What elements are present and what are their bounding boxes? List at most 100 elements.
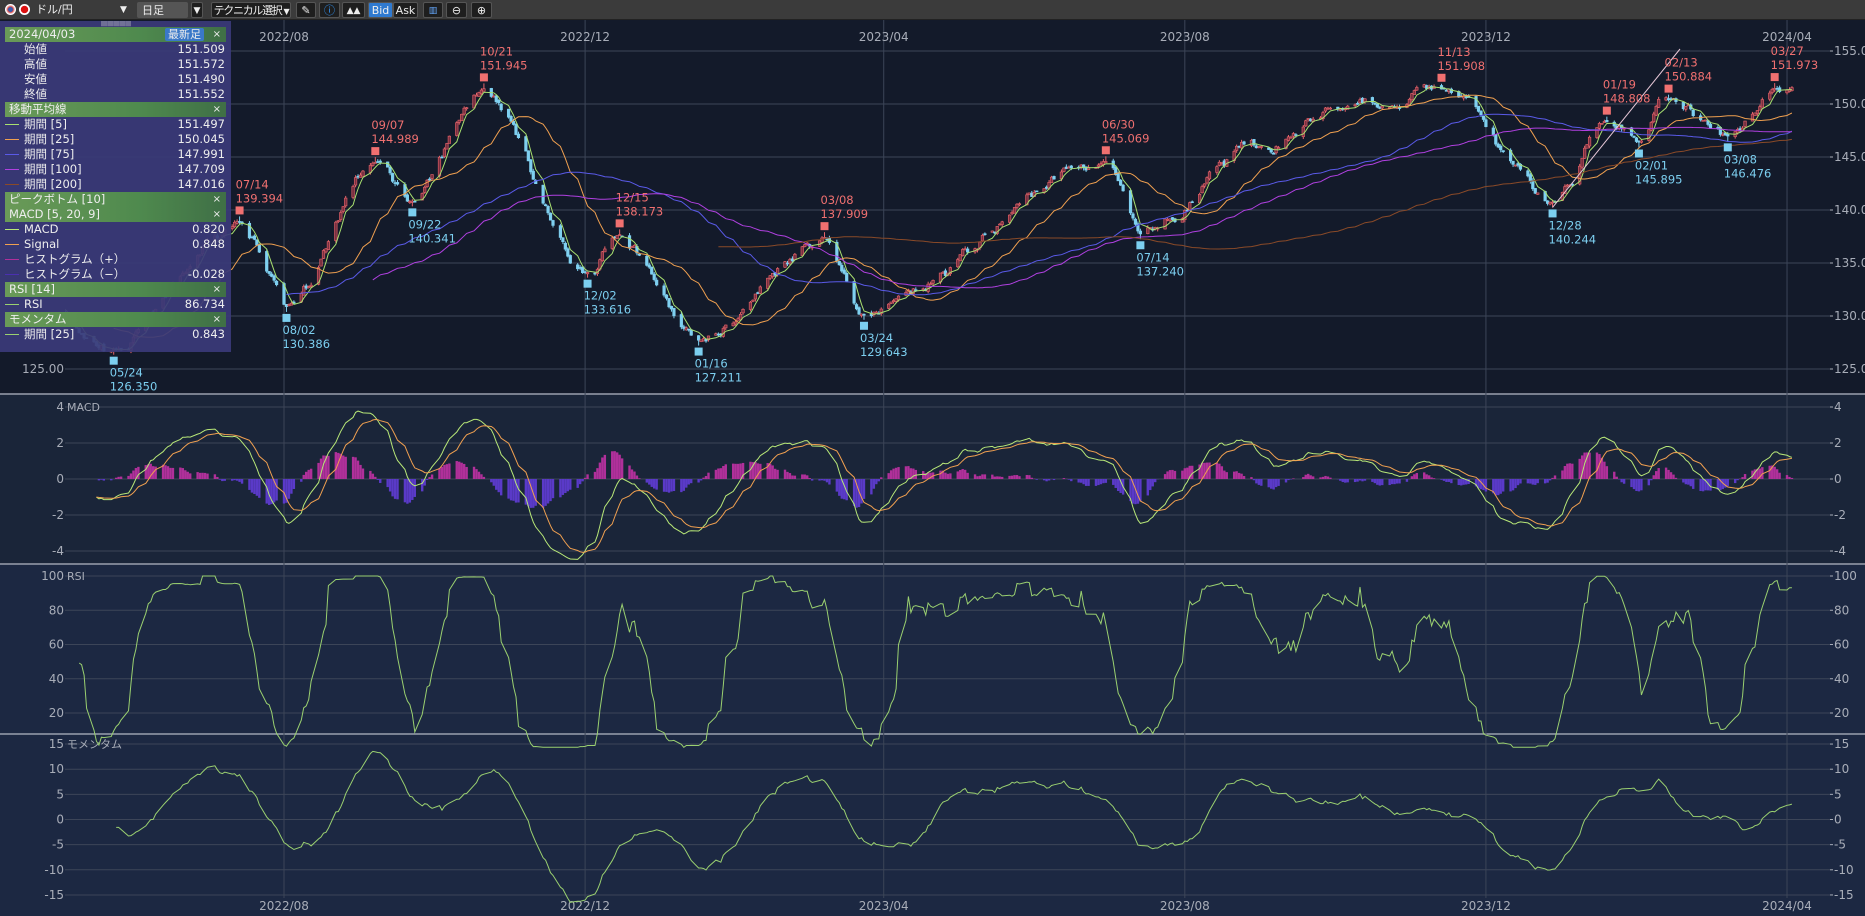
- candle-down: [1355, 103, 1360, 105]
- candle-down: [664, 294, 669, 299]
- macd-histogram-bar: [1413, 474, 1416, 479]
- macd-histogram-bar: [1603, 461, 1606, 479]
- macd-histogram-bar: [1393, 479, 1396, 485]
- candle-up: [618, 234, 622, 236]
- candle-up: [1304, 120, 1308, 127]
- y-tick-label-right: -10: [1834, 863, 1854, 877]
- macd-histogram-bar: [1084, 479, 1088, 486]
- macd-histogram-bar: [327, 455, 330, 479]
- candle-up: [1163, 218, 1167, 230]
- candle-down: [541, 184, 545, 204]
- close-icon[interactable]: ×: [212, 29, 221, 40]
- macd-histogram-bar: [1467, 479, 1470, 485]
- bid-button[interactable]: Bid: [368, 2, 393, 18]
- macd-histogram-bar: [166, 466, 170, 479]
- technical-select-button[interactable]: テクニカル選択 ▼: [211, 2, 291, 18]
- peak-marker: [235, 206, 244, 215]
- macd-histogram-bar: [685, 479, 688, 488]
- macd-histogram-bar: [687, 479, 690, 485]
- macd-histogram-bar: [1373, 479, 1377, 484]
- macd-histogram-bar: [754, 461, 757, 479]
- macd-histogram-bar: [1277, 479, 1280, 486]
- candle-down: [257, 244, 261, 253]
- macd-histogram-bar: [250, 479, 254, 493]
- macd-histogram-bar: [650, 479, 653, 487]
- info-icon[interactable]: ⓘ: [319, 2, 340, 18]
- macd-histogram-bar: [492, 479, 495, 486]
- macd-histogram-bar: [724, 464, 727, 479]
- x-tick-label: 2023/04: [859, 30, 909, 44]
- row-label: 期間 [100]: [24, 162, 82, 176]
- date-header: 2024/04/03 最新足 ×: [5, 27, 226, 42]
- candle-down: [1481, 115, 1486, 120]
- candle-up: [373, 162, 377, 164]
- y-tick-label-right: -15: [1834, 888, 1854, 902]
- macd-histogram-bar: [1464, 479, 1468, 485]
- ohlc-row: 始値 151.509: [0, 42, 231, 57]
- candle-down: [842, 269, 846, 274]
- macd-histogram-bar: [351, 456, 355, 479]
- zoom-in-icon[interactable]: ⊕: [471, 2, 492, 18]
- depth-icon[interactable]: ▥: [423, 2, 443, 18]
- macd-histogram-bar: [1494, 479, 1497, 496]
- macd-histogram-bar: [998, 476, 1001, 479]
- currency-pair-select[interactable]: ドル/円 ▼: [36, 2, 127, 18]
- macd-histogram-bar: [1630, 479, 1633, 488]
- candle-up: [1062, 167, 1066, 172]
- line-swatch-icon: [5, 184, 19, 185]
- candle-up: [1215, 166, 1219, 173]
- info-panel[interactable]: ||||||||||||||||||||||||||||| 2024/04/03…: [0, 21, 231, 352]
- candle-up: [879, 308, 883, 314]
- peak-bottom-value: 133.616: [584, 303, 632, 317]
- candle-up: [793, 253, 797, 260]
- macd-histogram-bar: [667, 479, 671, 493]
- close-icon[interactable]: ×: [212, 104, 221, 115]
- macd-histogram-bar: [1188, 465, 1191, 479]
- close-icon[interactable]: ×: [212, 284, 221, 295]
- macd-histogram-bar: [598, 462, 602, 479]
- macd-histogram-bar: [1751, 470, 1754, 479]
- mountain-chart-icon[interactable]: ▲▲: [342, 2, 365, 18]
- macd-histogram-bar: [1250, 477, 1253, 479]
- macd-histogram-bar: [768, 463, 772, 479]
- timeframe-select[interactable]: 日足: [137, 2, 188, 18]
- candle-up: [1770, 88, 1774, 93]
- candle-up: [477, 92, 481, 97]
- latest-bar-badge[interactable]: 最新足: [165, 28, 204, 41]
- macd-histogram-bar: [771, 465, 774, 479]
- candle-up: [894, 298, 898, 302]
- close-icon[interactable]: ×: [212, 209, 221, 220]
- timeframe-dropdown-button[interactable]: ▼: [191, 2, 203, 18]
- candle-down: [1375, 103, 1379, 108]
- line-swatch-icon: [5, 154, 19, 155]
- macd-histogram-bar: [189, 473, 192, 479]
- peak-marker: [1664, 84, 1673, 93]
- close-icon[interactable]: ×: [212, 314, 221, 325]
- peak-bottom-value: 151.908: [1437, 59, 1485, 73]
- candle-up: [289, 302, 294, 306]
- drag-handle[interactable]: |||||||||||||||||||||||||||||: [100, 21, 132, 27]
- macd-histogram-bar: [949, 473, 952, 479]
- macd-histogram-bar: [359, 464, 362, 479]
- macd-histogram-bar: [707, 472, 710, 479]
- candle-down: [568, 255, 572, 264]
- macd-histogram-bar: [1319, 477, 1322, 479]
- macd-histogram-bar: [1270, 479, 1273, 489]
- zoom-out-icon[interactable]: ⊖: [446, 2, 467, 18]
- macd-histogram-bar: [862, 479, 866, 499]
- row-value: 86.734: [184, 297, 225, 311]
- pencil-icon[interactable]: ✎: [296, 2, 316, 18]
- candle-down: [1131, 213, 1135, 219]
- candle-up: [1277, 147, 1281, 149]
- candle-up: [1580, 157, 1584, 168]
- macd-histogram-bar: [110, 479, 113, 481]
- macd-histogram-bar: [578, 479, 582, 485]
- y-tick-label-left: 0: [56, 813, 64, 827]
- candle-down: [1491, 127, 1495, 135]
- candle-up: [425, 179, 429, 187]
- ask-button[interactable]: Ask: [393, 2, 418, 18]
- macd-histogram-bar: [1183, 468, 1187, 479]
- close-icon[interactable]: ×: [212, 194, 221, 205]
- macd-histogram-bar: [455, 461, 458, 479]
